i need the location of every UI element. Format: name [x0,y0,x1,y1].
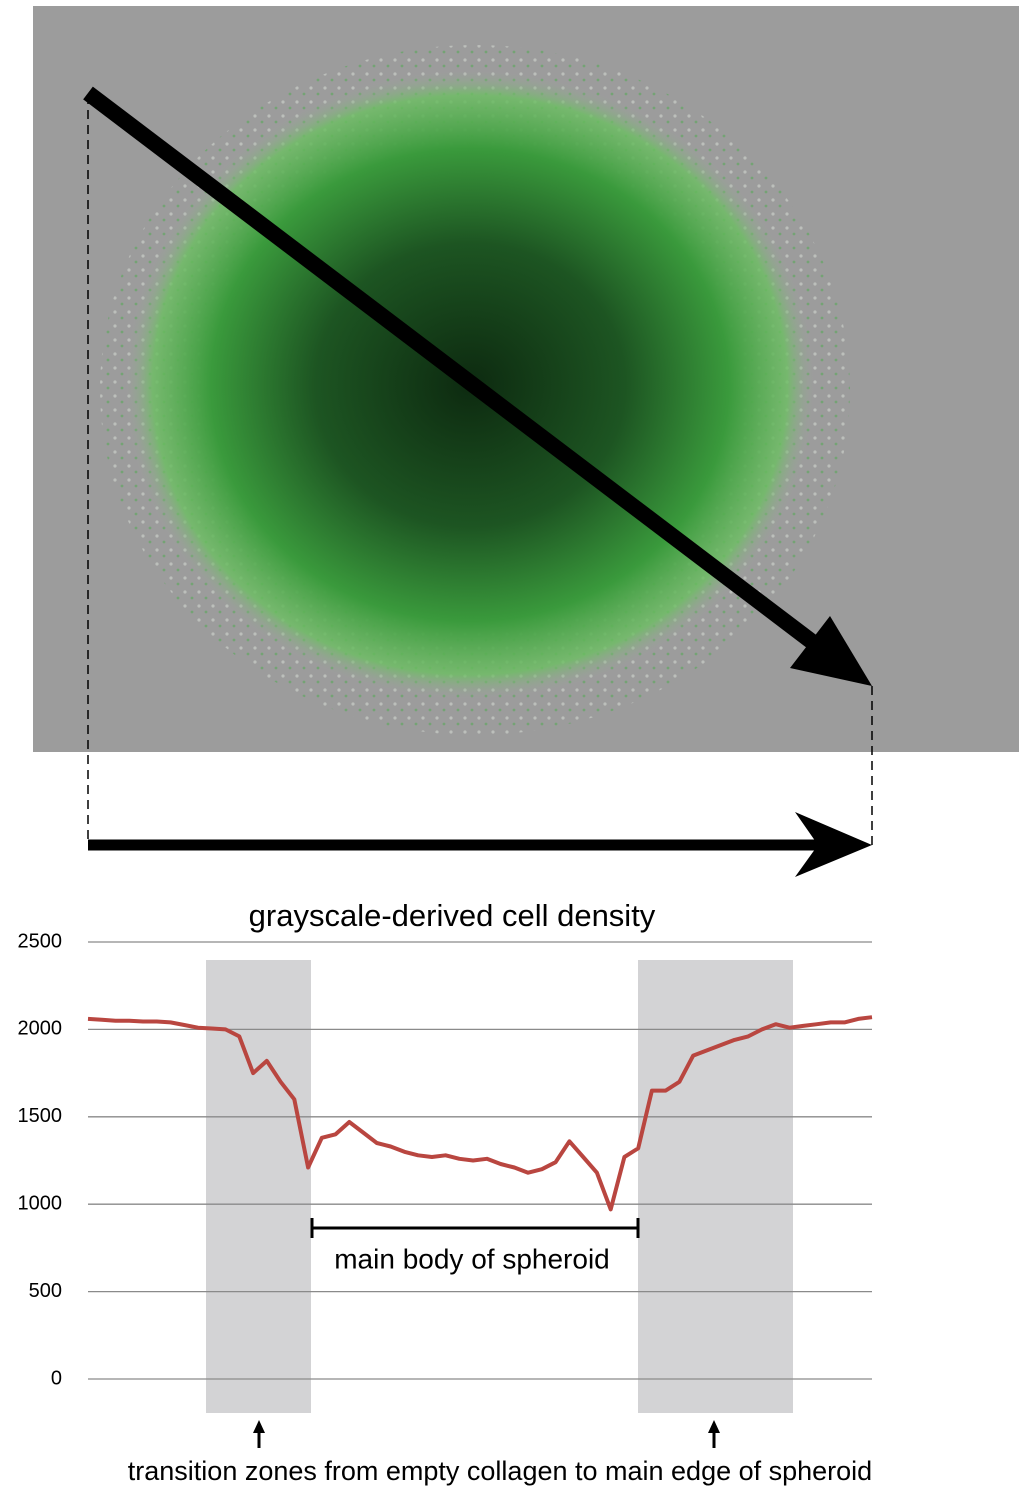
arrows [83,86,873,877]
y-tick-label: 0 [51,1367,62,1389]
transition-zones [206,960,793,1413]
y-tick-label: 2000 [18,1018,63,1040]
annotation: transition zones from empty collagen to … [128,1456,872,1486]
zone-arrows [253,1420,720,1448]
chart-title: grayscale-derived cell density [249,898,656,933]
y-tick-label: 1000 [18,1192,63,1214]
y-tick-label: 500 [29,1280,62,1302]
bracket [310,1218,640,1238]
micrograph [33,6,1019,752]
data-line [87,1015,873,1212]
y-tick-label: 2500 [18,930,63,952]
annotation: main body of spheroid [334,1243,610,1274]
y-tick-label: 1500 [18,1105,63,1127]
